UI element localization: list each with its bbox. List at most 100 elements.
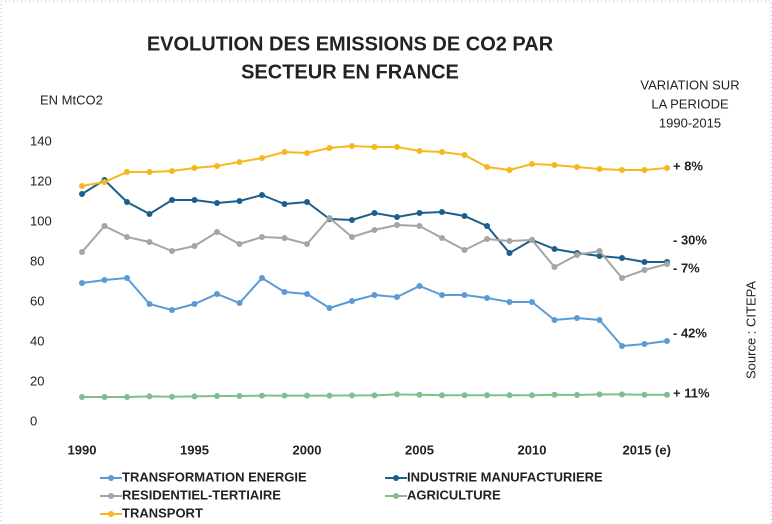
data-point — [506, 238, 513, 244]
data-point — [281, 201, 288, 207]
data-point — [191, 165, 198, 171]
data-point — [439, 209, 445, 215]
data-point — [191, 197, 198, 203]
data-point — [214, 393, 220, 399]
data-point — [574, 392, 580, 398]
data-point — [596, 317, 603, 323]
data-point — [236, 159, 243, 165]
data-point — [619, 391, 625, 398]
data-point — [101, 179, 108, 185]
data-point — [394, 214, 400, 220]
data-point — [101, 277, 108, 283]
data-point — [484, 223, 490, 229]
data-point — [259, 234, 265, 240]
data-point — [484, 392, 490, 399]
data-point — [574, 315, 580, 321]
data-point — [484, 164, 490, 170]
data-point — [349, 143, 355, 149]
x-tick-label: 2005 — [405, 442, 434, 457]
data-point — [304, 392, 310, 399]
data-point — [326, 215, 333, 221]
data-point — [439, 149, 445, 155]
data-point — [101, 223, 108, 229]
legend-swatch — [108, 511, 114, 517]
variation-label: - 7% — [673, 260, 700, 275]
legend-swatch — [393, 475, 399, 481]
data-point — [394, 144, 400, 150]
data-point — [596, 166, 603, 172]
y-tick-label: 60 — [30, 293, 44, 308]
y-tick-label: 20 — [30, 373, 44, 388]
data-point — [619, 275, 625, 281]
data-point — [664, 391, 670, 398]
x-tick-label: 2015 (e) — [623, 442, 671, 457]
series-line — [81, 276, 668, 348]
data-point — [641, 259, 648, 265]
y-tick-label: 40 — [30, 333, 44, 348]
data-point — [664, 165, 670, 171]
data-point — [281, 392, 288, 399]
data-point — [529, 392, 535, 399]
y-tick-label: 120 — [30, 173, 52, 188]
data-point — [596, 253, 603, 259]
data-point — [79, 249, 85, 255]
data-point — [439, 392, 445, 399]
data-point — [169, 197, 175, 203]
data-point — [416, 223, 423, 229]
variation-label: - 42% — [673, 325, 707, 340]
data-point — [461, 152, 468, 158]
data-point — [259, 275, 265, 281]
data-point — [191, 301, 198, 307]
data-point — [124, 394, 130, 400]
data-point — [664, 338, 670, 344]
y-tick-label: 140 — [30, 133, 52, 148]
data-point — [551, 264, 558, 270]
data-point — [551, 317, 558, 323]
variation-title: LA PERIODE — [651, 96, 729, 111]
data-point — [416, 391, 423, 398]
legend-swatch — [393, 493, 399, 499]
data-point — [259, 155, 265, 161]
variation-title: 1990-2015 — [659, 115, 721, 130]
data-point — [619, 343, 625, 349]
data-point — [146, 211, 153, 217]
data-point — [281, 149, 288, 155]
source: Source : CITEPA — [743, 281, 758, 379]
x-tick-label: 2000 — [293, 442, 322, 457]
data-point — [641, 267, 648, 273]
data-point — [146, 169, 153, 175]
data-point — [461, 247, 468, 253]
data-point — [349, 392, 355, 399]
data-point — [169, 307, 175, 313]
data-point — [169, 168, 175, 174]
data-point — [461, 292, 468, 298]
data-point — [146, 301, 153, 307]
data-point — [439, 235, 445, 241]
data-point — [371, 227, 378, 233]
data-point — [79, 183, 85, 189]
data-point — [214, 163, 220, 169]
data-point — [371, 144, 378, 150]
legend-label: RESIDENTIEL-TERTIAIRE — [122, 487, 281, 502]
chart-title: SECTEUR EN FRANCE — [241, 61, 459, 83]
y-tick-label: 0 — [30, 413, 37, 428]
data-point — [259, 392, 265, 399]
data-point — [214, 229, 220, 235]
data-point — [416, 210, 423, 216]
data-point — [304, 150, 310, 156]
data-point — [394, 222, 400, 228]
variation-label: + 8% — [673, 158, 703, 173]
data-point — [574, 164, 580, 170]
data-point — [574, 252, 580, 258]
data-point — [461, 213, 468, 219]
data-point — [169, 248, 175, 254]
data-point — [281, 289, 288, 295]
variation-label: - 30% — [673, 232, 707, 247]
data-point — [79, 394, 85, 400]
data-point — [304, 241, 310, 247]
data-point — [124, 199, 130, 205]
data-point — [326, 305, 333, 311]
data-point — [619, 167, 625, 173]
data-point — [371, 392, 378, 399]
